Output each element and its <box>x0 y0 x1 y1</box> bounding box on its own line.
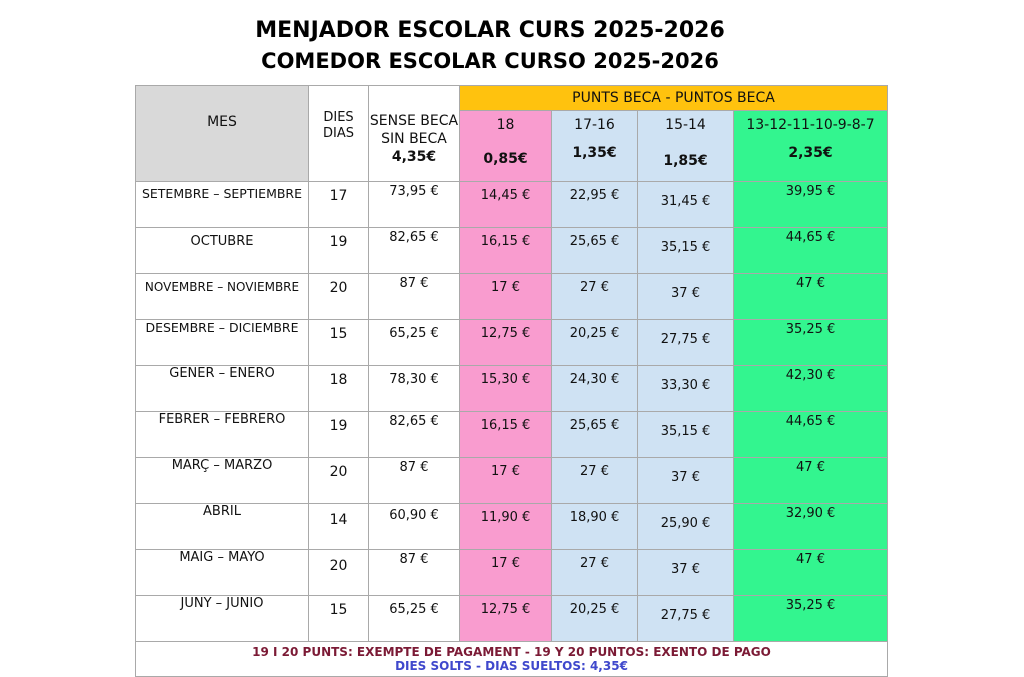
sense-beca-cell: 65,25 € <box>368 595 460 642</box>
p17-cell: 27 € <box>551 273 638 320</box>
month-cell: FEBRER – FEBRERO <box>135 411 309 458</box>
month-cell: SETEMBRE – SEPTIEMBRE <box>135 181 309 228</box>
title-catalan: MENJADOR ESCOLAR CURS 2025-2026 <box>255 18 725 43</box>
p13-cell: 44,65 € <box>733 411 888 458</box>
p13-cell: 35,25 € <box>733 595 888 642</box>
p15-cell: 33,30 € <box>637 365 734 412</box>
p17-cell: 20,25 € <box>551 595 638 642</box>
footer-loose-days-note: DIES SOLTS - DIAS SUELTOS: 4,35€ <box>395 659 628 673</box>
days-cell: 20 <box>308 273 369 320</box>
p18-cell: 12,75 € <box>459 319 552 366</box>
p13-cell: 32,90 € <box>733 503 888 550</box>
month-cell: NOVEMBRE – NOVIEMBRE <box>135 273 309 320</box>
p18-cell: 17 € <box>459 273 552 320</box>
header-dies: DIES DIAS <box>308 85 369 182</box>
p13-cell: 44,65 € <box>733 227 888 274</box>
table-row: SETEMBRE – SEPTIEMBRE 17 73,95 € 14,45 €… <box>135 181 888 228</box>
p17-cell: 27 € <box>551 549 638 596</box>
header-points-18: 18 0,85€ <box>459 110 552 182</box>
p17-cell: 20,25 € <box>551 319 638 366</box>
header-points-15-14: 15-14 1,85€ <box>637 110 734 182</box>
p15-cell: 25,90 € <box>637 503 734 550</box>
table-row: MARÇ – MARZO 20 87 € 17 € 27 € 37 € 47 € <box>135 457 888 504</box>
days-cell: 19 <box>308 411 369 458</box>
table-row: OCTUBRE 19 82,65 € 16,15 € 25,65 € 35,15… <box>135 227 888 274</box>
month-cell: ABRIL <box>135 503 309 550</box>
p13-cell: 42,30 € <box>733 365 888 412</box>
days-cell: 20 <box>308 549 369 596</box>
price-table: MES DIES DIAS SENSE BECA SIN BECA 4,35€ PUN… <box>135 85 888 677</box>
sense-beca-cell: 65,25 € <box>368 319 460 366</box>
days-cell: 17 <box>308 181 369 228</box>
table-row: NOVEMBRE – NOVIEMBRE 20 87 € 17 € 27 € 3… <box>135 273 888 320</box>
p15-cell: 27,75 € <box>637 319 734 366</box>
p17-cell: 18,90 € <box>551 503 638 550</box>
p18-cell: 15,30 € <box>459 365 552 412</box>
p18-cell: 11,90 € <box>459 503 552 550</box>
header-sense-beca: SENSE BECA SIN BECA 4,35€ <box>368 85 460 182</box>
p13-cell: 39,95 € <box>733 181 888 228</box>
month-cell: MAIG – MAYO <box>135 549 309 596</box>
table-row: FEBRER – FEBRERO 19 82,65 € 16,15 € 25,6… <box>135 411 888 458</box>
p15-cell: 27,75 € <box>637 595 734 642</box>
p17-cell: 22,95 € <box>551 181 638 228</box>
p17-cell: 25,65 € <box>551 227 638 274</box>
header-punts-beca-banner: PUNTS BECA - PUNTOS BECA <box>459 85 888 111</box>
p13-cell: 47 € <box>733 457 888 504</box>
p17-cell: 24,30 € <box>551 365 638 412</box>
p15-cell: 37 € <box>637 273 734 320</box>
p15-cell: 31,45 € <box>637 181 734 228</box>
p17-cell: 27 € <box>551 457 638 504</box>
p13-cell: 35,25 € <box>733 319 888 366</box>
title-spanish: COMEDOR ESCOLAR CURSO 2025-2026 <box>261 49 719 73</box>
days-cell: 20 <box>308 457 369 504</box>
sense-beca-cell: 60,90 € <box>368 503 460 550</box>
sense-beca-cell: 87 € <box>368 457 460 504</box>
p15-cell: 35,15 € <box>637 227 734 274</box>
p15-cell: 37 € <box>637 549 734 596</box>
p17-cell: 25,65 € <box>551 411 638 458</box>
p18-cell: 14,45 € <box>459 181 552 228</box>
footer-exempt-note: 19 I 20 PUNTS: EXEMPTE DE PAGAMENT - 19 … <box>252 645 771 659</box>
table-row: ABRIL 14 60,90 € 11,90 € 18,90 € 25,90 €… <box>135 503 888 550</box>
p18-cell: 16,15 € <box>459 227 552 274</box>
days-cell: 19 <box>308 227 369 274</box>
sense-beca-cell: 78,30 € <box>368 365 460 412</box>
p18-cell: 12,75 € <box>459 595 552 642</box>
days-cell: 15 <box>308 319 369 366</box>
p15-cell: 35,15 € <box>637 411 734 458</box>
month-cell: DESEMBRE – DICIEMBRE <box>135 319 309 366</box>
days-cell: 14 <box>308 503 369 550</box>
days-cell: 15 <box>308 595 369 642</box>
month-cell: OCTUBRE <box>135 227 309 274</box>
sense-beca-cell: 73,95 € <box>368 181 460 228</box>
table-row: DESEMBRE – DICIEMBRE 15 65,25 € 12,75 € … <box>135 319 888 366</box>
header-points-17-16: 17-16 1,35€ <box>551 110 638 182</box>
month-cell: MARÇ – MARZO <box>135 457 309 504</box>
p13-cell: 47 € <box>733 549 888 596</box>
p18-cell: 17 € <box>459 457 552 504</box>
month-cell: JUNY – JUNIO <box>135 595 309 642</box>
sense-beca-cell: 87 € <box>368 273 460 320</box>
table-footer: 19 I 20 PUNTS: EXEMPTE DE PAGAMENT - 19 … <box>135 641 888 677</box>
sense-beca-cell: 87 € <box>368 549 460 596</box>
days-cell: 18 <box>308 365 369 412</box>
table-row: JUNY – JUNIO 15 65,25 € 12,75 € 20,25 € … <box>135 595 888 642</box>
table-row: MAIG – MAYO 20 87 € 17 € 27 € 37 € 47 € <box>135 549 888 596</box>
header-mes: MES <box>135 85 309 182</box>
header-points-13-7: 13-12-11-10-9-8-7 2,35€ <box>733 110 888 182</box>
table-row: GENER – ENERO 18 78,30 € 15,30 € 24,30 €… <box>135 365 888 412</box>
sense-beca-cell: 82,65 € <box>368 227 460 274</box>
sense-beca-cell: 82,65 € <box>368 411 460 458</box>
p15-cell: 37 € <box>637 457 734 504</box>
p18-cell: 17 € <box>459 549 552 596</box>
month-cell: GENER – ENERO <box>135 365 309 412</box>
p18-cell: 16,15 € <box>459 411 552 458</box>
p13-cell: 47 € <box>733 273 888 320</box>
